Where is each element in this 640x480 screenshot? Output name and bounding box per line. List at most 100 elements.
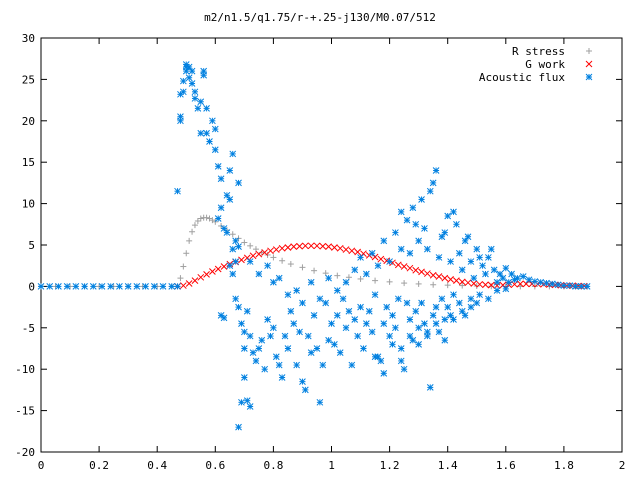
acoustic-flux-point bbox=[275, 361, 283, 369]
x-tick-label: 0.8 bbox=[263, 459, 283, 472]
acoustic-flux-point bbox=[487, 245, 495, 253]
acoustic-flux-point bbox=[348, 361, 356, 369]
acoustic-flux-point bbox=[81, 283, 88, 290]
acoustic-flux-point bbox=[89, 283, 97, 290]
g-work-point bbox=[307, 242, 315, 250]
g-work-point bbox=[394, 261, 402, 269]
acoustic-flux-point bbox=[214, 162, 222, 170]
acoustic-flux-point bbox=[444, 303, 452, 311]
acoustic-flux-point bbox=[278, 374, 286, 381]
acoustic-flux-point bbox=[206, 138, 213, 145]
acoustic-flux-point bbox=[424, 245, 431, 253]
acoustic-flux-point bbox=[232, 237, 239, 245]
acoustic-flux-point bbox=[426, 384, 434, 391]
acoustic-flux-point bbox=[380, 320, 388, 328]
acoustic-flux-point bbox=[287, 307, 295, 315]
acoustic-flux-point bbox=[197, 129, 205, 137]
y-tick-label: -15 bbox=[15, 405, 35, 418]
acoustic-flux-point bbox=[389, 312, 396, 319]
acoustic-flux-point bbox=[55, 283, 62, 290]
acoustic-flux-point bbox=[220, 225, 228, 232]
g-work-point bbox=[470, 280, 478, 287]
acoustic-flux-point bbox=[357, 303, 364, 311]
acoustic-flux-point bbox=[505, 278, 513, 286]
r-stress-point bbox=[203, 214, 210, 221]
acoustic-flux-point bbox=[232, 295, 239, 303]
g-work-point bbox=[278, 244, 286, 252]
acoustic-flux-point bbox=[435, 328, 443, 336]
r-stress-point bbox=[299, 264, 306, 271]
acoustic-flux-point bbox=[397, 245, 405, 253]
acoustic-flux-point bbox=[174, 187, 181, 195]
g-work-point bbox=[197, 273, 205, 281]
acoustic-flux-point bbox=[392, 229, 399, 236]
acoustic-flux-point bbox=[293, 361, 300, 369]
r-stress-point bbox=[177, 275, 184, 282]
acoustic-flux-point bbox=[246, 403, 254, 410]
g-work-point bbox=[424, 270, 431, 277]
acoustic-flux-point bbox=[261, 365, 269, 373]
g-work-point bbox=[238, 256, 245, 264]
acoustic-flux-point bbox=[418, 196, 425, 203]
g-work-point bbox=[377, 255, 385, 263]
g-work-point bbox=[302, 242, 309, 250]
acoustic-flux-point bbox=[476, 291, 484, 299]
acoustic-flux-point bbox=[415, 324, 423, 332]
r-stress-point bbox=[488, 283, 495, 290]
r-stress-point bbox=[357, 275, 364, 282]
acoustic-flux-point bbox=[447, 312, 454, 319]
acoustic-flux-point bbox=[458, 266, 466, 274]
x-tick-label: 1.2 bbox=[380, 459, 400, 472]
r-stress-point bbox=[247, 242, 254, 249]
acoustic-flux-point bbox=[229, 150, 237, 158]
acoustic-flux-point bbox=[299, 299, 306, 307]
acoustic-flux-point bbox=[473, 299, 481, 307]
acoustic-flux-point bbox=[409, 204, 417, 212]
acoustic-flux-point bbox=[302, 386, 309, 394]
acoustic-flux-point bbox=[267, 332, 274, 340]
acoustic-flux-point bbox=[397, 208, 405, 216]
acoustic-flux-point bbox=[290, 320, 298, 328]
acoustic-flux-point bbox=[531, 278, 539, 285]
acoustic-flux-point bbox=[142, 283, 149, 290]
g-work-point bbox=[453, 277, 460, 284]
acoustic-flux-point bbox=[429, 312, 437, 319]
acoustic-flux-point bbox=[406, 332, 414, 340]
acoustic-flux-point bbox=[467, 295, 475, 303]
acoustic-flux-point bbox=[194, 105, 202, 112]
acoustic-flux-point bbox=[116, 283, 123, 290]
acoustic-flux-point bbox=[182, 67, 190, 75]
acoustic-flux-point bbox=[150, 283, 158, 290]
acoustic-flux-point bbox=[240, 328, 248, 336]
g-work-point bbox=[296, 242, 303, 250]
acoustic-flux-point bbox=[299, 378, 306, 385]
r-stress-point bbox=[270, 254, 277, 261]
r-stress-point bbox=[415, 280, 422, 287]
acoustic-flux-point bbox=[461, 237, 469, 245]
acoustic-flux-point bbox=[238, 398, 245, 406]
x-tick-label: 0.2 bbox=[89, 459, 109, 472]
acoustic-flux-point bbox=[339, 295, 347, 303]
acoustic-flux-point bbox=[441, 316, 449, 323]
acoustic-flux-point bbox=[371, 353, 379, 361]
acoustic-flux-point bbox=[479, 262, 486, 270]
r-stress-point bbox=[430, 281, 437, 288]
legend-label: R stress bbox=[512, 45, 565, 58]
g-work-point bbox=[447, 276, 454, 283]
g-work-point bbox=[313, 242, 321, 250]
acoustic-flux-point bbox=[319, 361, 327, 369]
acoustic-flux-point bbox=[133, 283, 141, 290]
acoustic-flux-point bbox=[493, 278, 501, 286]
acoustic-flux-point bbox=[270, 278, 277, 286]
acoustic-flux-point bbox=[264, 262, 271, 270]
acoustic-flux-point bbox=[316, 295, 324, 303]
g-work-point bbox=[267, 247, 274, 255]
acoustic-flux-point bbox=[583, 283, 591, 290]
acoustic-flux-point bbox=[421, 225, 428, 232]
legend-label: Acoustic flux bbox=[479, 71, 565, 84]
acoustic-flux-point bbox=[272, 353, 280, 361]
g-work-point bbox=[371, 253, 379, 261]
acoustic-flux-point bbox=[397, 345, 405, 352]
acoustic-flux-point bbox=[403, 216, 411, 224]
acoustic-flux-point bbox=[450, 291, 457, 299]
